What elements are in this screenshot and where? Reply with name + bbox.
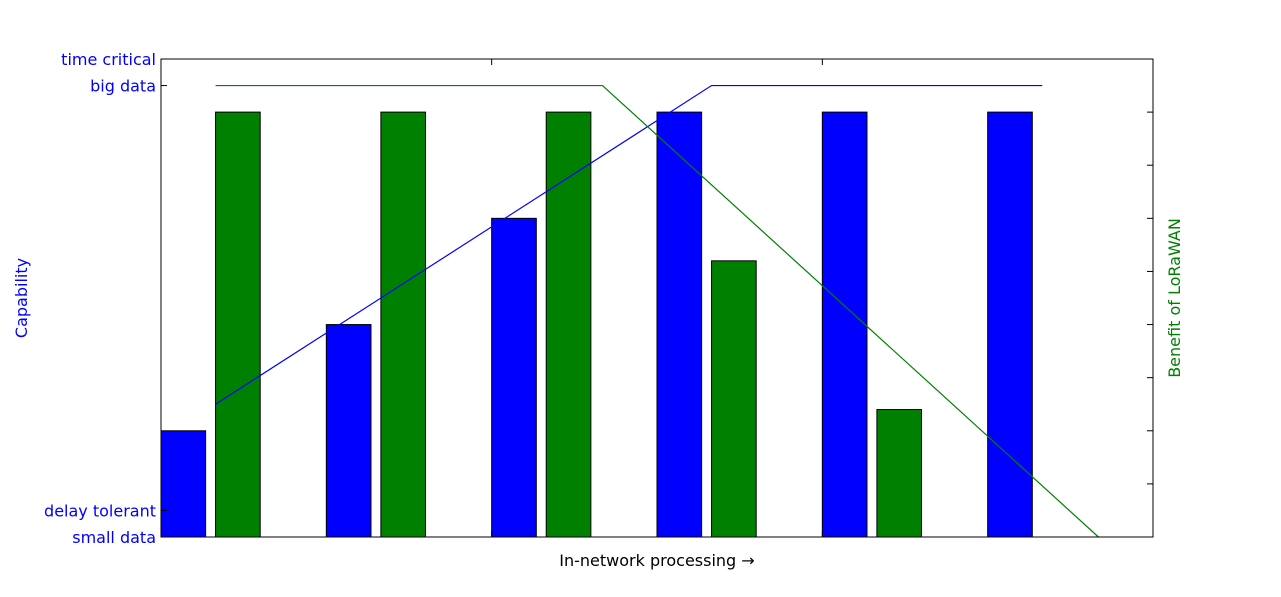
bar-series2-5	[876, 409, 923, 538]
x-axis-label: In-network processing →	[559, 551, 754, 570]
bar-series2-3	[545, 111, 592, 538]
ticks-layer	[161, 58, 1153, 538]
y-tick-label: small data	[72, 528, 156, 547]
y-tick-label: time critical	[61, 50, 156, 69]
bar-series2-4	[711, 260, 757, 538]
bar-series1-6	[987, 111, 1033, 538]
y-axis-label-left: Capability	[12, 258, 31, 338]
y-axis-label-right: Benefit of LoRaWAN	[1165, 218, 1184, 378]
bar-series1-3	[491, 217, 537, 538]
plot-frame	[160, 58, 1154, 538]
bar-series1-4	[656, 111, 703, 538]
bars-layer	[160, 111, 1033, 538]
lines-layer	[215, 84, 1099, 538]
trend-line-2	[215, 84, 1099, 538]
bar-series1-5	[821, 111, 868, 538]
y-tick-labels: small data delay tolerant big data time cri…	[44, 50, 156, 547]
bar-series1-1	[160, 430, 207, 538]
bar-series2-2	[380, 111, 427, 538]
y-tick-label: big data	[90, 77, 156, 96]
y-tick-label: delay tolerant	[44, 501, 156, 520]
bar-series1-2	[325, 324, 372, 538]
bar-series2-1	[215, 111, 261, 538]
trend-line-1	[215, 84, 1043, 405]
